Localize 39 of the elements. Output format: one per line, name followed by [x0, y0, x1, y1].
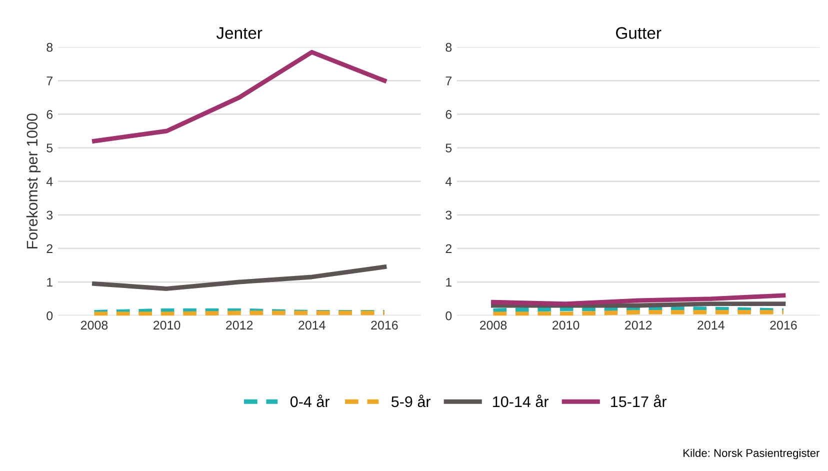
y-tick-label: 5: [46, 144, 53, 152]
legend-label: 5-9 år: [391, 394, 431, 408]
line-series: [491, 293, 786, 306]
y-tick-label: 4: [46, 177, 53, 186]
y-tick-label: 8: [46, 42, 53, 52]
x-tick-label: 2012: [625, 320, 652, 330]
y-tick-label: 0: [446, 311, 452, 320]
line-series: [92, 264, 387, 291]
x-tick-label: 2010: [154, 320, 180, 330]
y-tick-label: 8: [446, 42, 452, 52]
x-tick-label: 2008: [480, 320, 507, 330]
y-tick-label: 2: [446, 244, 452, 253]
x-tick-label: 2014: [298, 320, 326, 330]
y-tick-label: 3: [446, 210, 452, 220]
y-tick-label: 6: [46, 110, 53, 119]
text: Kilde: Norsk Pasientregister: [684, 448, 820, 460]
chart-title: Gutter: [616, 27, 662, 39]
y-tick-label: 5: [446, 144, 452, 152]
y-tick-label: 0: [46, 311, 53, 320]
y-tick-label: 3: [46, 210, 53, 220]
y-tick-label: 7: [46, 76, 52, 86]
legend-label: 15-17 år: [611, 394, 667, 408]
x-tick-label: 2012: [226, 320, 253, 330]
y-tick-label: 7: [446, 76, 452, 86]
legend-label: 10-14 år: [493, 394, 549, 408]
y-tick-label: 2: [46, 244, 52, 253]
x-tick-label: 2010: [552, 320, 580, 330]
y-tick-label: 1: [446, 278, 452, 287]
line-series: [92, 50, 387, 144]
x-tick-label: 2008: [80, 320, 108, 330]
y-tick-label: 4: [445, 177, 452, 186]
x-tick-label: 2014: [698, 320, 724, 330]
chart-title: Jenter: [216, 27, 262, 39]
y-tick-label: 6: [446, 110, 452, 119]
x-tick-label: 2016: [770, 320, 797, 330]
x-tick-label: 2016: [371, 320, 398, 330]
y-tick-label: 1: [47, 278, 52, 287]
y-axis-title: Forekomst per 1000: [26, 114, 41, 248]
legend-label: 0-4 år: [290, 394, 330, 408]
